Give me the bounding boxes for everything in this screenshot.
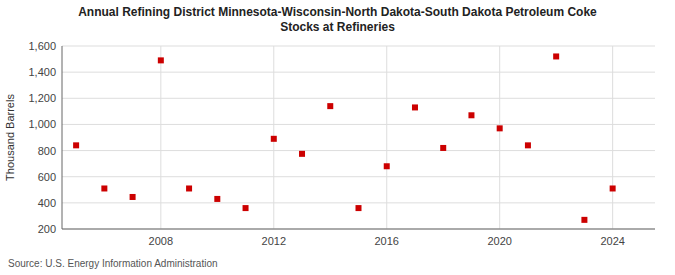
y-tick-label: 1,400 xyxy=(28,66,56,78)
grid xyxy=(62,46,655,229)
point xyxy=(101,185,107,191)
point xyxy=(243,205,249,211)
x-grid-line xyxy=(160,46,161,229)
source: Source: U.S. Energy Information Administ… xyxy=(8,258,218,269)
axes: 200 400 600 800 1,000 1,200 1,400 1,600 2008 2012… xyxy=(28,40,655,247)
x-tick-label: 2008 xyxy=(149,235,173,247)
chart-svg: Annual Refining District Minnesota-Wisco… xyxy=(0,0,675,275)
y-grid-line xyxy=(62,46,655,47)
y-grid-line xyxy=(62,124,655,125)
y-tick-label: 1,000 xyxy=(28,118,56,130)
x-tick-label: 2012 xyxy=(262,235,286,247)
y-grid-line xyxy=(62,150,655,151)
y-axis-line xyxy=(62,46,63,229)
point xyxy=(327,103,333,109)
y-grid-line xyxy=(62,229,655,230)
y-tick-label: 800 xyxy=(38,145,56,157)
points xyxy=(73,53,616,222)
point xyxy=(412,104,418,110)
point xyxy=(299,151,305,157)
x-axis-line xyxy=(62,229,655,230)
y-tick-label: 400 xyxy=(38,197,56,209)
title: Annual Refining District Minnesota-Wisco… xyxy=(78,5,597,34)
y-grid-line xyxy=(62,176,655,177)
point xyxy=(214,196,220,202)
x-grid-line xyxy=(499,46,500,229)
point xyxy=(553,53,559,59)
title-line: Annual Refining District Minnesota-Wisco… xyxy=(78,5,597,19)
point xyxy=(610,185,616,191)
y-tick-label: 1,200 xyxy=(28,92,56,104)
point xyxy=(525,142,531,148)
y-tick-label: 600 xyxy=(38,171,56,183)
point xyxy=(581,217,587,223)
x-tick-label: 2016 xyxy=(374,235,398,247)
x-tick-label: 2024 xyxy=(600,235,624,247)
point xyxy=(271,136,277,142)
point xyxy=(158,57,164,63)
point xyxy=(356,205,362,211)
point xyxy=(497,125,503,131)
point xyxy=(384,163,390,169)
point xyxy=(440,145,446,151)
point xyxy=(73,142,79,148)
y-grid-line xyxy=(62,72,655,73)
title-line: Stocks at Refineries xyxy=(280,20,395,34)
y-tick-label: 1,600 xyxy=(28,40,56,52)
x-tick-label: 2020 xyxy=(487,235,511,247)
y-grid-line xyxy=(62,98,655,99)
chart-container: Annual Refining District Minnesota-Wisco… xyxy=(0,0,675,275)
point xyxy=(130,194,136,200)
y-axis-label: Thousand Barrels xyxy=(4,94,16,181)
point xyxy=(468,112,474,118)
x-grid-line xyxy=(612,46,613,229)
x-grid-line xyxy=(386,46,387,229)
point xyxy=(186,185,192,191)
y-tick-label: 200 xyxy=(38,223,56,235)
y-grid-line xyxy=(62,202,655,203)
